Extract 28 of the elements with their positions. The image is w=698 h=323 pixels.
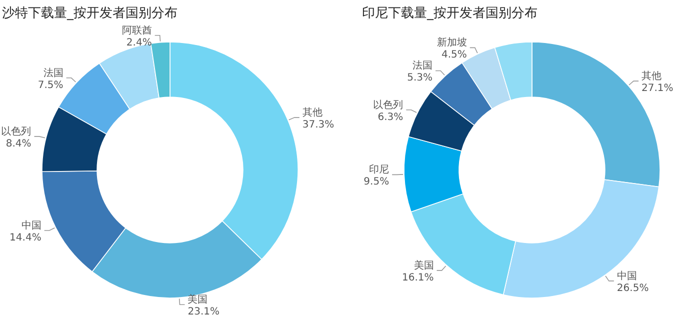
slice-label: 法国	[43, 66, 64, 79]
data-label: 26.5%	[616, 282, 649, 294]
slice-label: 美国	[414, 259, 434, 272]
chart-title: 印尼下载量_按开发者国别分布	[362, 6, 538, 21]
data-label: 2.4%	[126, 37, 152, 48]
data-label: 6.3%	[378, 112, 404, 123]
slice-label: 中国	[616, 270, 637, 282]
slice-label: 以色列	[1, 125, 32, 138]
data-label: 14.4%	[10, 232, 42, 244]
data-label: 7.5%	[38, 80, 64, 91]
slice-label: 其他	[302, 106, 322, 119]
slice-label: 印尼	[369, 164, 390, 176]
data-label: 8.4%	[6, 138, 32, 150]
data-label: 5.3%	[407, 72, 433, 84]
slice-label: 美国	[188, 294, 208, 306]
data-label: 37.3%	[302, 120, 334, 131]
data-label: 23.1%	[188, 306, 220, 318]
slice-label: 中国	[21, 220, 42, 232]
slice-label: 以色列	[373, 98, 404, 111]
data-label: 27.1%	[642, 83, 674, 94]
data-label: 9.5%	[364, 176, 390, 188]
slice-label: 法国	[412, 60, 433, 72]
chart-title: 沙特下载量_按开发者国别分布	[2, 6, 178, 21]
data-label: 4.5%	[442, 50, 467, 61]
slice-label: 新加坡	[436, 36, 467, 49]
data-label: 16.1%	[402, 272, 434, 284]
slice-label: 阿联酋	[122, 24, 152, 36]
slice-label: 其他	[642, 70, 662, 82]
